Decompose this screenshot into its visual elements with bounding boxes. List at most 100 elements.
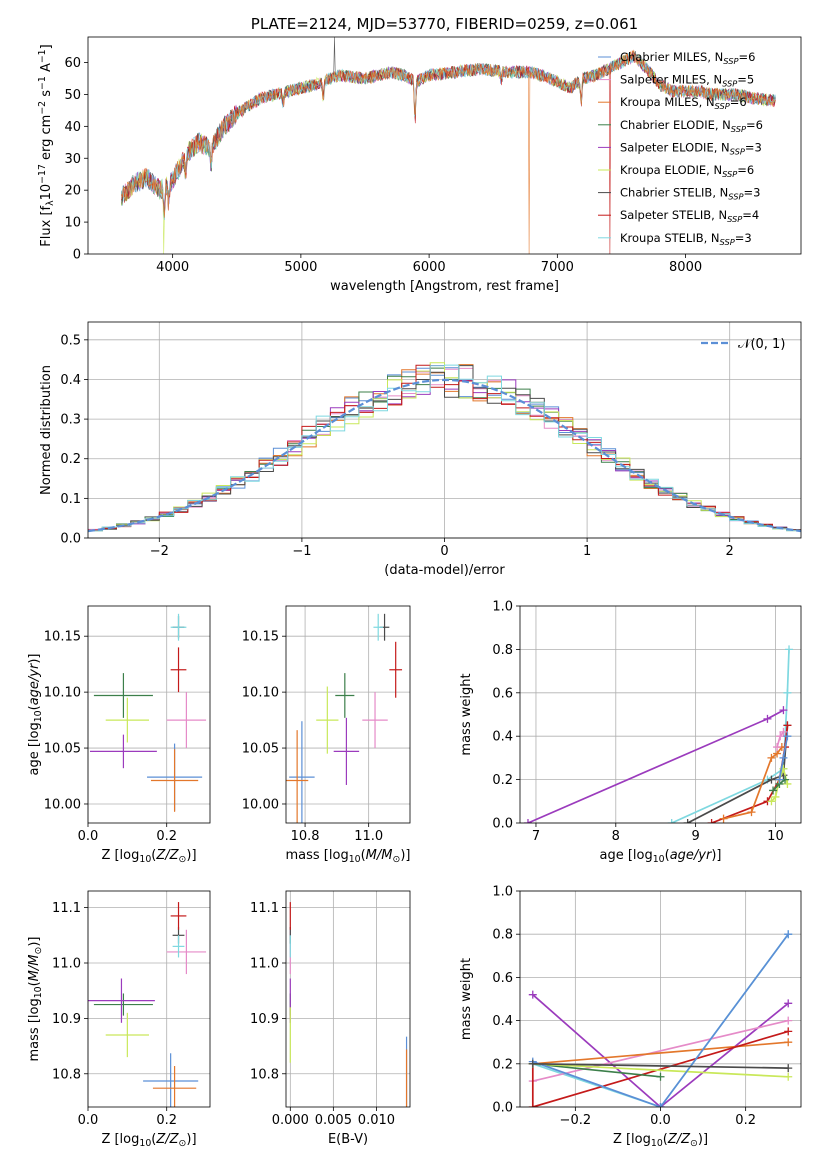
y-tick-label: 0.4 xyxy=(60,373,81,388)
errorbar-point-salpeter-elodie xyxy=(89,734,157,769)
y-tick-label: 10.10 xyxy=(44,686,81,701)
x-axis-label: Z [log10​(Z/Z⊙​)] xyxy=(101,1132,196,1149)
weight-marker xyxy=(783,721,792,730)
weight-marker xyxy=(784,1064,793,1073)
x-tick-label: 0.0 xyxy=(78,829,99,844)
y-tick-label: 0.2 xyxy=(492,773,513,788)
weight-marker xyxy=(784,1072,793,1081)
x-tick-label: 0.0 xyxy=(78,1113,99,1128)
y-tick-label: 10.9 xyxy=(52,1012,81,1027)
weight-line xyxy=(532,1019,789,1082)
gridlines xyxy=(286,606,410,823)
weight-marker xyxy=(779,753,788,762)
panel-weight-vs-Z: −0.2 0.0 0.2 0.0 0.2 0.4 0.6 0.8 1.0 Z [log10​(Z/… xyxy=(459,885,802,1149)
weight-series-chabrier-stelib xyxy=(528,1059,793,1073)
axes-frame xyxy=(87,321,802,539)
x-axis-label: E(B-V) xyxy=(328,1132,368,1147)
y-tick-label: 10.00 xyxy=(44,797,81,812)
errorbar-point-kroupa-miles xyxy=(286,730,309,823)
y-tick-label: 11.1 xyxy=(250,901,279,916)
plot-area xyxy=(286,613,403,823)
errorbar-point-salpeter-miles xyxy=(166,692,207,749)
y-axis-label: Flux [fλ​10−17​ erg cm−2​ s−1​ A−1​] xyxy=(37,44,56,246)
weight-series-chabrier-miles xyxy=(775,732,792,784)
spectrum-line-kroupa-miles xyxy=(121,49,776,254)
axes-frame xyxy=(519,890,802,1108)
weight-marker xyxy=(771,792,780,801)
y-tick-label: 10.8 xyxy=(250,1067,279,1082)
weight-marker xyxy=(707,819,716,823)
panel-spectrum: 4000 5000 6000 7000 8000 0 10 20 30 40 50 60 wavelen… xyxy=(37,15,802,294)
y-tick-label: 0.8 xyxy=(492,643,513,658)
weight-marker xyxy=(767,753,776,762)
axes-frame xyxy=(285,890,411,1108)
histogram-salpeter-stelib xyxy=(88,364,801,531)
panel-residuals: −2 −1 0 1 2 0.0 0.1 0.2 0.3 0.4 0.5 (data-model)/er… xyxy=(39,321,802,578)
legend-label: Chabrier ELODIE, NSSP​=6 xyxy=(620,118,763,134)
errorbar-point-chabrier-miles xyxy=(289,721,315,823)
y-tick-label: 10.8 xyxy=(52,1067,81,1082)
y-tick-label: 0.0 xyxy=(60,532,81,547)
x-tick-label: 10 xyxy=(767,829,784,844)
x-tick-label: 0.005 xyxy=(315,1113,352,1128)
x-axis-label: Z [log10​(Z/Z⊙​)] xyxy=(101,848,196,865)
weight-line xyxy=(532,1062,789,1069)
weight-marker xyxy=(656,1103,665,1107)
weight-line xyxy=(532,994,789,1107)
gaussian-curve xyxy=(88,378,801,533)
weight-marker xyxy=(656,1072,665,1081)
weight-marker xyxy=(773,743,782,752)
panel-weight-vs-age: 7 8 9 10 0.0 0.2 0.4 0.6 0.8 1.0 age [log10​(age/y… xyxy=(459,600,802,865)
plot-area xyxy=(121,37,776,254)
errorbar-point-kroupa-stelib xyxy=(373,613,383,641)
y-tick-label: 0.6 xyxy=(492,686,513,701)
weight-marker xyxy=(779,706,788,715)
weight-marker xyxy=(528,990,537,999)
legend-label: Chabrier STELIB, NSSP​=3 xyxy=(620,186,760,202)
errorbar-point-kroupa-miles xyxy=(150,749,199,812)
errorbar-point-kroupa-stelib xyxy=(170,613,187,641)
errorbar-point-salpeter-miles xyxy=(166,929,207,975)
weight-line xyxy=(527,709,784,823)
x-tick-label: 4000 xyxy=(156,260,189,275)
legend-label: Kroupa ELODIE, NSSP​=6 xyxy=(620,163,754,179)
errorbar-point-salpeter-elodie xyxy=(333,717,360,785)
x-tick-label: 1 xyxy=(583,544,591,559)
weight-marker xyxy=(767,775,776,784)
x-tick-label: 0.2 xyxy=(156,1113,177,1128)
errorbar-point-kroupa-miles xyxy=(152,1066,197,1107)
x-tick-label: 0.000 xyxy=(272,1113,309,1128)
errorbar-point-kroupa-elodie xyxy=(316,686,339,754)
panel-age-vs-Z: 0.0 0.2 10.00 10.05 10.10 10.15 Z [log10​(Z/Z⊙… xyxy=(27,605,211,865)
y-tick-label: 0.4 xyxy=(492,1014,513,1029)
weight-marker xyxy=(719,814,728,823)
weight-marker xyxy=(783,732,792,741)
weight-series-salpeter-elodie xyxy=(523,706,788,823)
y-axis-label: mass [log10​(M/M⊙​)] xyxy=(27,937,44,1062)
errorbar-point-kroupa-elodie xyxy=(105,697,149,743)
x-tick-label: 5000 xyxy=(284,260,317,275)
weight-marker xyxy=(783,688,792,697)
x-tick-label: 8 xyxy=(612,829,620,844)
errorbar-point-kroupa-elodie xyxy=(105,1012,149,1058)
panel-mass-vs-ebv: 0.000 0.005 0.010 10.8 10.9 11.0 11.1 E(B-V) xyxy=(250,890,411,1147)
weight-marker xyxy=(784,1027,793,1036)
legend-label: Kroupa MILES, NSSP​=6 xyxy=(620,95,747,111)
x-tick-label: 0.2 xyxy=(735,1113,756,1128)
errorbar-point-salpeter-stelib xyxy=(389,641,403,698)
weight-marker xyxy=(784,930,793,939)
x-tick-label: 10.8 xyxy=(291,829,320,844)
axes-frame xyxy=(519,605,802,824)
weight-marker xyxy=(784,999,793,1008)
weight-marker xyxy=(667,819,676,823)
y-tick-label: 60 xyxy=(64,56,81,71)
plot-area xyxy=(523,645,794,823)
legend-label: 𝒩(0, 1) xyxy=(738,337,785,352)
gridlines xyxy=(286,891,410,1107)
x-tick-label: −1 xyxy=(292,544,311,559)
x-tick-label: 9 xyxy=(691,829,699,844)
chart-title: PLATE=2124, MJD=53770, FIBERID=0259, z=0… xyxy=(251,15,638,33)
y-tick-label: 0.0 xyxy=(492,817,513,832)
plot-area xyxy=(289,902,408,1107)
spectrum-line-salpeter-stelib xyxy=(121,52,776,254)
